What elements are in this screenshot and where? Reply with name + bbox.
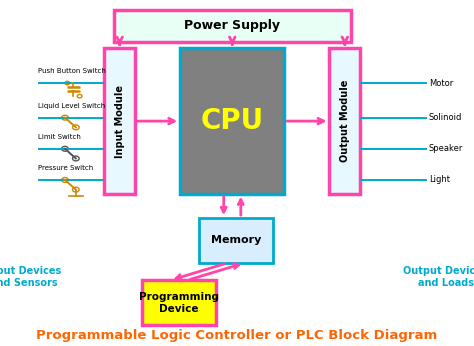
Text: Programming
Device: Programming Device [139,292,219,313]
Text: Limit Switch: Limit Switch [38,134,81,140]
Text: Light: Light [429,175,450,184]
FancyBboxPatch shape [104,48,135,194]
Text: Input Module: Input Module [115,85,125,157]
Text: Speaker: Speaker [429,144,464,153]
Text: CPU: CPU [201,107,264,135]
Text: Solinoid: Solinoid [429,113,462,122]
FancyBboxPatch shape [329,48,360,194]
Text: Power Supply: Power Supply [184,19,280,33]
Text: Output Module: Output Module [340,80,350,162]
Text: Motor: Motor [429,79,453,88]
Text: Output Devices
and Loads: Output Devices and Loads [403,266,474,288]
Text: Memory: Memory [210,236,261,245]
Text: Input Devices
and Sensors: Input Devices and Sensors [0,266,61,288]
FancyBboxPatch shape [142,280,216,325]
Text: Programmable Logic Controller or PLC Block Diagram: Programmable Logic Controller or PLC Blo… [36,329,438,342]
Text: Push Button Switch: Push Button Switch [38,69,106,74]
FancyBboxPatch shape [199,218,273,263]
Text: Pressure Switch: Pressure Switch [38,165,93,171]
FancyBboxPatch shape [180,48,284,194]
Text: Liquid Level Switch: Liquid Level Switch [38,103,105,109]
FancyBboxPatch shape [114,10,351,42]
